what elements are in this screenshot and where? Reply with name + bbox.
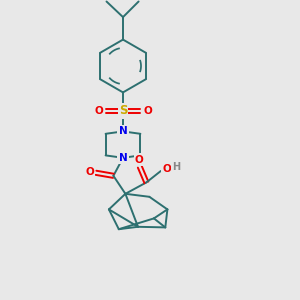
- Text: N: N: [118, 153, 127, 163]
- Text: N: N: [118, 126, 127, 136]
- Text: O: O: [135, 154, 144, 165]
- Text: O: O: [162, 164, 171, 175]
- Text: O: O: [94, 106, 103, 116]
- Text: H: H: [172, 162, 180, 172]
- Text: S: S: [119, 104, 127, 118]
- Text: O: O: [85, 167, 94, 177]
- Text: O: O: [143, 106, 152, 116]
